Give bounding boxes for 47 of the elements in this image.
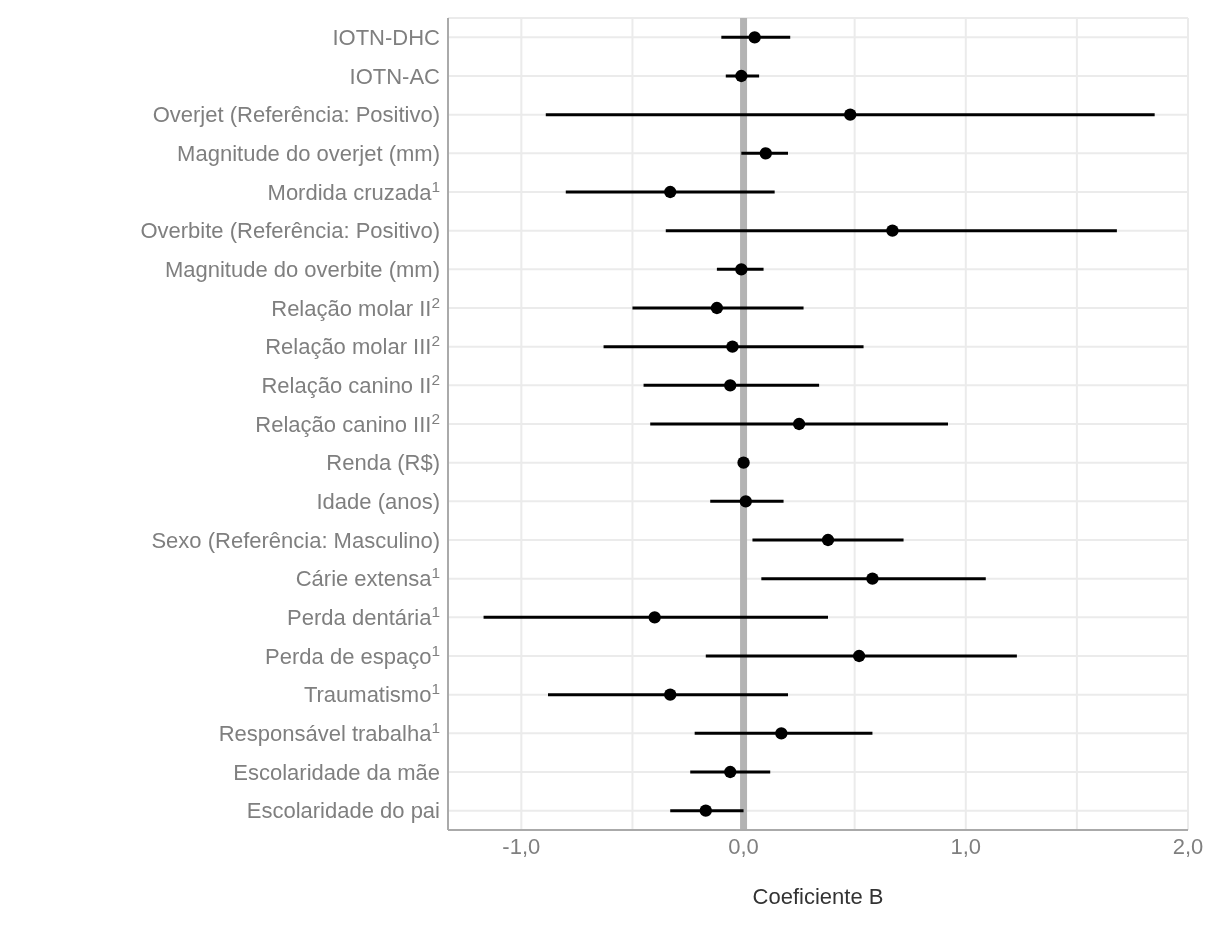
point (739, 495, 752, 508)
point (775, 727, 788, 740)
y-tick-label: Perda de espaço$^{1}$ (265, 641, 440, 669)
y-tick-label: Escolaridade da mãe (233, 759, 440, 785)
y-tick-label: Overbite (Referência: Positivo) (140, 218, 440, 244)
y-tick-label: Relação molar III$^{2}$ (265, 331, 440, 360)
point (792, 417, 806, 431)
point (866, 572, 879, 585)
point (735, 263, 748, 276)
y-tick-label: Relação canino II$^{2}$ (261, 370, 440, 399)
point (759, 147, 772, 160)
y-tick-label: IOTN-AC (349, 63, 441, 89)
point (699, 804, 712, 817)
x-tick-label: 2,0 (1172, 833, 1204, 859)
point (844, 108, 857, 121)
y-tick-label: Cárie extensa$^{1}$ (295, 563, 440, 592)
x-tick-label: -1,0 (502, 833, 541, 859)
point (852, 649, 866, 663)
point (737, 456, 750, 469)
point (664, 688, 677, 701)
point (821, 533, 835, 547)
y-tick-label: Idade (anos) (316, 489, 440, 515)
y-tick-label: Perda dentária$^{1}$ (287, 602, 440, 631)
x-axis-title: Coeficiente B (752, 884, 884, 909)
y-tick-label: Mordida cruzada$^{1}$ (267, 177, 440, 205)
y-tick-label: Relação molar II$^{2}$ (271, 293, 440, 321)
y-tick-label: Responsável trabalha$^{1}$ (218, 718, 440, 747)
y-tick-label: Magnitude do overjet (mm) (177, 141, 440, 167)
y-tick-label: Relação canino III$^{2}$ (255, 409, 440, 437)
point (724, 765, 737, 779)
point (886, 224, 899, 237)
point (748, 31, 761, 44)
point (726, 340, 739, 353)
y-tick-label: Renda (R$) (326, 450, 440, 476)
y-tick-label: Escolaridade do pai (246, 798, 440, 824)
point (648, 611, 661, 624)
y-tick-label: Sexo (Referência: Masculino) (151, 527, 440, 553)
point (710, 301, 724, 315)
x-tick-label: 1,0 (950, 833, 982, 859)
y-tick-label: Overjet (Referência: Positivo) (152, 102, 440, 128)
y-tick-label: Traumatismo$^{1}$ (303, 679, 440, 708)
y-tick-label: IOTN-DHC (332, 25, 441, 51)
y-tick-label: Magnitude do overbite (mm) (164, 257, 440, 283)
x-tick-label: 0,0 (728, 833, 759, 859)
point (664, 185, 677, 199)
point (735, 69, 748, 83)
point (724, 379, 737, 392)
